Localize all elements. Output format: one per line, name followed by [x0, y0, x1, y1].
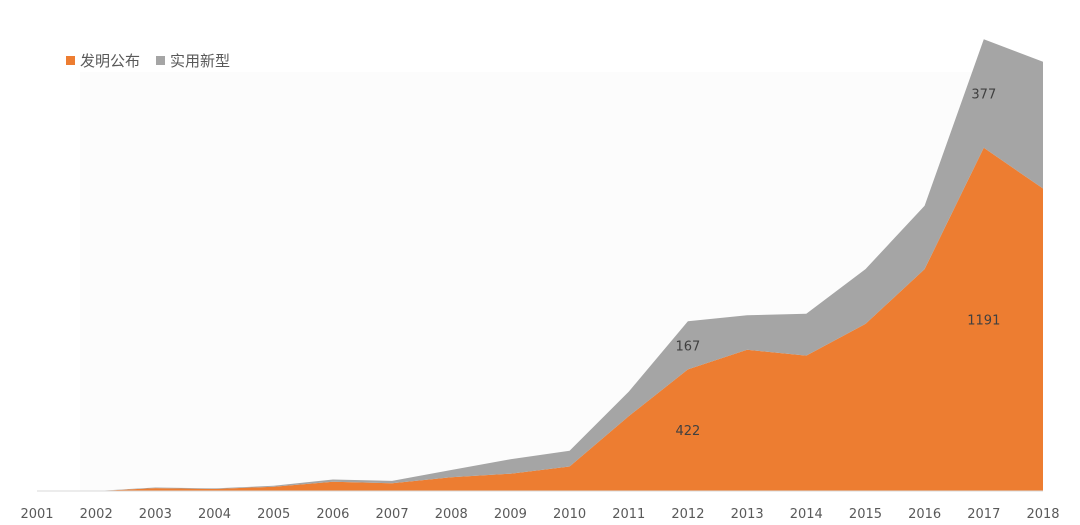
data-label: 167 — [676, 339, 701, 354]
data-label: 422 — [676, 424, 701, 439]
x-tick-label: 2016 — [908, 507, 941, 522]
x-tick-label: 2017 — [967, 507, 1000, 522]
x-tick-label: 2011 — [612, 507, 645, 522]
x-tick-label: 2010 — [553, 507, 586, 522]
x-tick-label: 2008 — [435, 507, 468, 522]
x-tick-label: 2001 — [20, 507, 53, 522]
legend-swatch-utility — [156, 56, 166, 65]
series-area-0 — [37, 147, 1043, 492]
x-tick-label: 2003 — [139, 507, 172, 522]
x-tick-label: 2009 — [494, 507, 527, 522]
legend-item-invention: 发明公布 — [66, 50, 140, 71]
x-tick-label: 2004 — [198, 507, 231, 522]
x-tick-label: 2013 — [731, 507, 764, 522]
data-label: 377 — [971, 88, 996, 103]
x-tick-label: 2007 — [376, 507, 409, 522]
x-tick-label: 2018 — [1026, 507, 1059, 522]
x-tick-label: 2012 — [671, 507, 704, 522]
chart-legend: 发明公布 实用新型 — [66, 50, 230, 71]
legend-item-utility: 实用新型 — [156, 50, 230, 71]
legend-swatch-invention — [66, 56, 75, 65]
legend-label-invention: 发明公布 — [80, 52, 141, 70]
data-label: 1191 — [967, 313, 1000, 328]
legend-label-utility: 实用新型 — [170, 52, 231, 70]
x-tick-label: 2014 — [790, 507, 823, 522]
x-tick-label: 2005 — [257, 507, 290, 522]
x-tick-label: 2006 — [316, 507, 349, 522]
x-tick-label: 2002 — [80, 507, 113, 522]
x-tick-label: 2015 — [849, 507, 882, 522]
